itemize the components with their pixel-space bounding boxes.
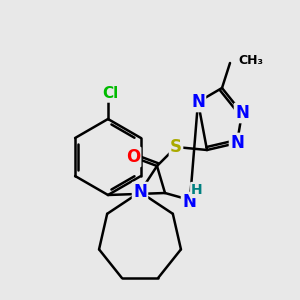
Text: N: N — [182, 193, 196, 211]
Text: H: H — [191, 183, 203, 197]
Text: N: N — [235, 104, 249, 122]
Text: CH₃: CH₃ — [238, 53, 263, 67]
Text: N: N — [230, 134, 244, 152]
Text: N: N — [191, 93, 205, 111]
Text: S: S — [170, 138, 182, 156]
Text: N: N — [133, 183, 147, 201]
Text: Cl: Cl — [102, 86, 118, 101]
Text: O: O — [126, 148, 140, 166]
